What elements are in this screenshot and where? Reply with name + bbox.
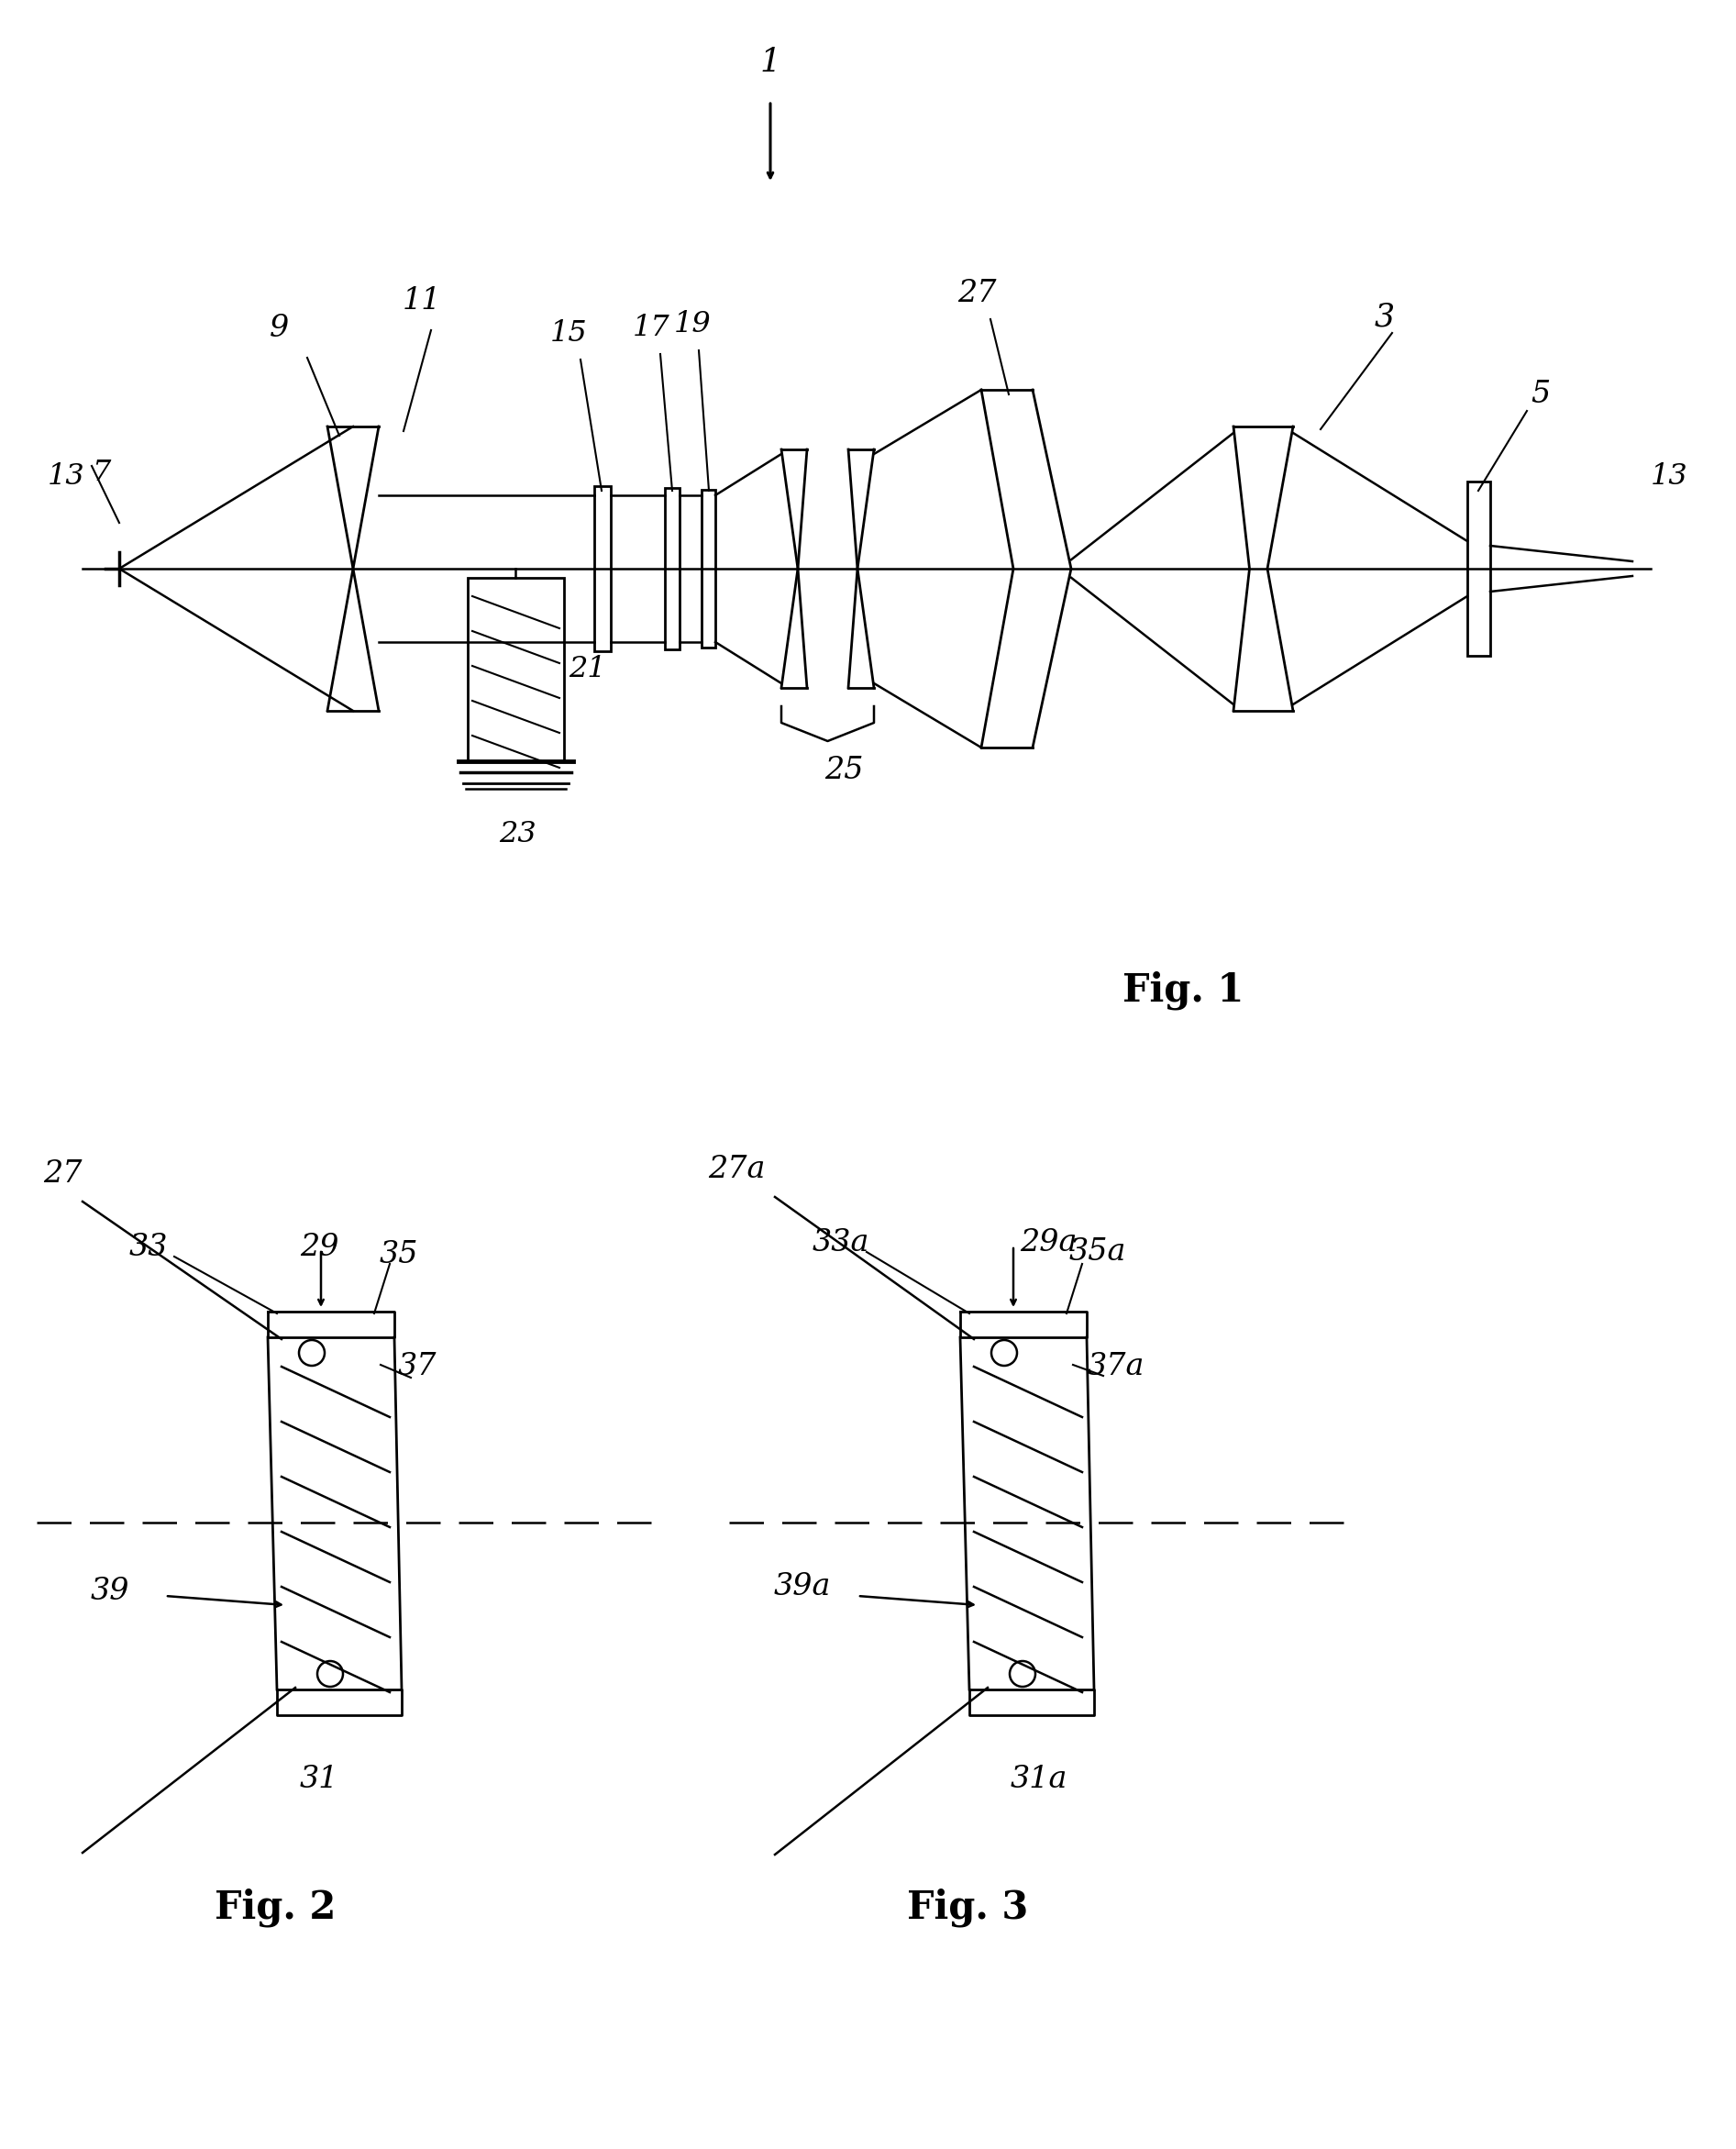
Text: 33a: 33a bbox=[812, 1227, 870, 1257]
Text: 37a: 37a bbox=[1087, 1352, 1144, 1382]
Text: 15: 15 bbox=[550, 320, 587, 348]
Text: Fig. 3: Fig. 3 bbox=[906, 1889, 1028, 1928]
Text: Fig. 2: Fig. 2 bbox=[215, 1889, 335, 1928]
Text: 11: 11 bbox=[403, 286, 441, 316]
Text: 39: 39 bbox=[90, 1577, 130, 1605]
Text: 29a: 29a bbox=[1019, 1227, 1076, 1257]
Text: Fig. 1: Fig. 1 bbox=[1121, 971, 1243, 1010]
Text: 5: 5 bbox=[1531, 380, 1550, 408]
Text: 39a: 39a bbox=[774, 1573, 832, 1601]
Text: 1: 1 bbox=[760, 47, 781, 77]
Text: 25: 25 bbox=[825, 756, 863, 784]
Text: 35a: 35a bbox=[1069, 1238, 1127, 1266]
Text: 17: 17 bbox=[632, 314, 670, 342]
Text: 23: 23 bbox=[500, 821, 536, 849]
Text: 35: 35 bbox=[380, 1240, 418, 1270]
Text: 27: 27 bbox=[957, 279, 996, 307]
Text: 31a: 31a bbox=[1010, 1764, 1068, 1794]
Text: 13: 13 bbox=[1651, 462, 1687, 492]
Text: 3: 3 bbox=[1375, 301, 1396, 333]
Text: 13: 13 bbox=[47, 462, 85, 492]
Bar bbox=[594, 486, 611, 651]
Bar bbox=[1467, 481, 1489, 655]
Text: 27: 27 bbox=[43, 1158, 82, 1188]
Text: 31: 31 bbox=[300, 1764, 339, 1794]
Bar bbox=[665, 488, 679, 649]
Text: 7: 7 bbox=[92, 458, 109, 486]
Bar bbox=[467, 578, 564, 761]
Text: 27a: 27a bbox=[708, 1154, 766, 1184]
Text: 29: 29 bbox=[300, 1234, 339, 1261]
Text: 37: 37 bbox=[398, 1352, 437, 1382]
Text: 33: 33 bbox=[128, 1234, 168, 1261]
Bar bbox=[701, 490, 715, 647]
Text: 21: 21 bbox=[568, 655, 606, 683]
Text: 19: 19 bbox=[674, 309, 712, 340]
Text: 9: 9 bbox=[271, 314, 290, 344]
